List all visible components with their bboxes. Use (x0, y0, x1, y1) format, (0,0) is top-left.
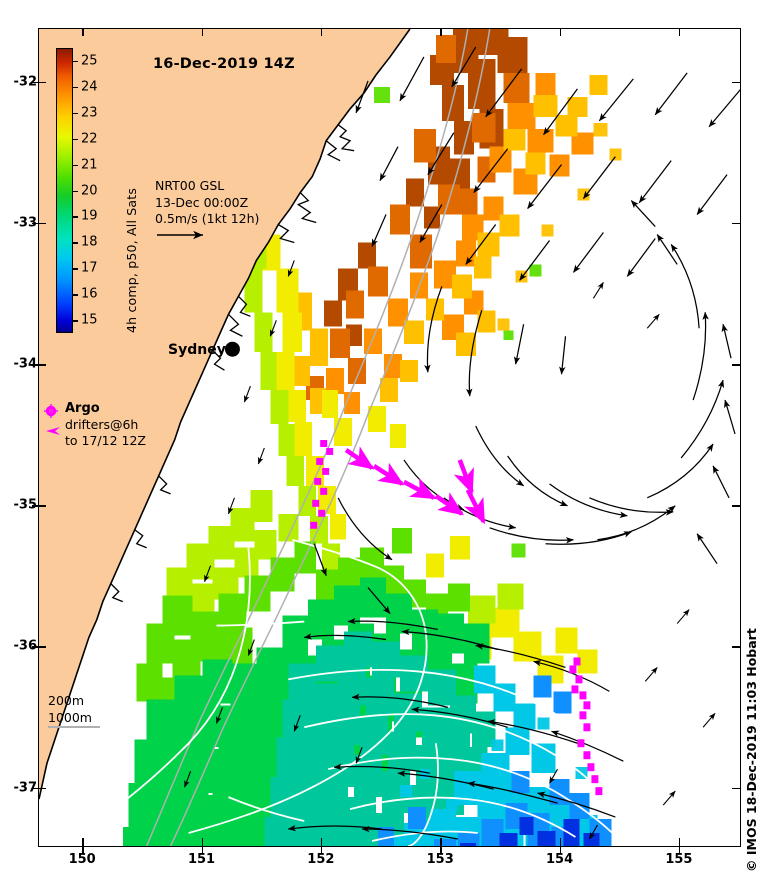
y-axis-tick-label: -35 (13, 497, 38, 513)
y-axis-tick-label: -33 (13, 215, 38, 231)
credit-label: © IMOS 18-Dec-2019 11:03 Hobart (744, 628, 759, 872)
colorbar-axis-title: 4h comp, p50, All Sats (124, 187, 139, 333)
x-axis-tick-label: 155 (665, 852, 693, 867)
x-axis-tick-label: 153 (426, 852, 454, 867)
y-axis-tick-inner-right (732, 222, 740, 225)
y-axis-tick (32, 646, 39, 648)
x-axis-tick-label: 152 (307, 852, 335, 867)
y-axis-tick-inner-right (732, 646, 740, 648)
x-axis-tick-label: 151 (187, 852, 216, 867)
argo-legend-line3: to 17/12 12Z (65, 433, 146, 448)
credit-text: © IMOS 18-Dec-2019 11:03 Hobart (744, 572, 777, 872)
colorbar-tick-label-23: 23 (81, 105, 98, 121)
x-axis-tick-inner (559, 838, 562, 846)
y-axis-tick-inner-right (732, 81, 740, 84)
y-axis-tick (32, 81, 39, 84)
colorbar-tick-label-22: 22 (81, 131, 98, 147)
drifter-arrow-icon (46, 427, 60, 435)
depth-legend-200m: 200m (48, 693, 85, 708)
colorbar-tick (73, 112, 78, 115)
y-axis-tick-label: -36 (13, 638, 38, 654)
x-axis-tick-label: 154 (546, 852, 574, 867)
colorbar-tick (73, 320, 78, 322)
x-axis-tick-inner (440, 838, 442, 846)
colorbar-tick (73, 294, 78, 296)
argo-legend: Argo drifters@6h to 17/12 12Z (65, 401, 146, 449)
sst-colorbar[interactable]: 4h comp, p50, All Sats 25 24 23 22 21 20 19 18 1… (56, 48, 156, 333)
x-axis-tick-inner-top (82, 28, 84, 36)
colorbar-tick (73, 216, 78, 218)
velocity-legend-line3: 0.5m/s (1kt 12h) (155, 211, 260, 226)
x-axis-tick-inner-top (320, 28, 323, 36)
sydney-city-label: Sydney (168, 342, 226, 358)
velocity-vectors (184, 46, 740, 840)
depth-contour-legend: 200m 1000m (48, 692, 92, 726)
argo-legend-line2: drifters@6h (65, 417, 139, 432)
velocity-legend: NRT00 GSL 13-Dec 00:00Z 0.5m/s (1kt 12h) (155, 178, 259, 246)
map-plot-area[interactable] (38, 28, 741, 847)
colorbar-tick-label-15: 15 (81, 312, 98, 328)
x-axis-tick (201, 847, 204, 854)
y-axis-tick-inner-right (732, 505, 740, 507)
x-axis-tick-inner-top (559, 28, 562, 36)
x-axis-tick (678, 847, 681, 854)
x-axis-tick-inner-top (201, 28, 204, 36)
y-axis-tick (32, 222, 39, 225)
y-axis-tick-inner (38, 646, 46, 648)
depth-legend-swatch (48, 726, 100, 728)
y-axis-tick-inner (38, 81, 46, 84)
colorbar-tick-label-21: 21 (81, 157, 98, 173)
colorbar-tick-label-24: 24 (81, 79, 98, 95)
colorbar-tick-label-25: 25 (81, 53, 98, 69)
colorbar-tick (73, 60, 78, 63)
y-axis-tick-inner-right (732, 787, 740, 790)
x-axis-tick-inner (82, 838, 84, 846)
depth-legend-1000m: 1000m (48, 710, 92, 725)
y-axis-tick (32, 787, 39, 790)
x-axis-tick-inner (201, 838, 204, 846)
colorbar-tick-label-17: 17 (81, 260, 98, 276)
x-axis-tick-label: 150 (68, 852, 96, 867)
x-axis-tick (320, 847, 323, 854)
colorbar-tick (73, 190, 78, 192)
y-axis-tick-label: -34 (13, 356, 38, 372)
y-axis-tick-inner (38, 505, 46, 507)
colorbar-tick-label-20: 20 (81, 183, 98, 198)
y-axis-tick-inner (38, 787, 46, 790)
velocity-scale-arrow-icon (157, 230, 203, 239)
argo-float-icon (44, 404, 58, 418)
colorbar-tick-label-18: 18 (81, 234, 98, 250)
argo-legend-line1: Argo (65, 401, 100, 416)
x-axis-tick (82, 847, 84, 854)
y-axis-tick-label: -32 (13, 74, 38, 90)
velocity-legend-line2: 13-Dec 00:00Z (155, 194, 249, 210)
colorbar-tick-label-19: 19 (81, 208, 98, 224)
x-axis-tick-inner-top (440, 28, 442, 36)
y-axis-tick-inner (38, 364, 46, 366)
velocity-legend-line1: NRT00 GSL (155, 178, 225, 193)
colorbar-tick-label-16: 16 (81, 286, 98, 302)
land-mass (39, 29, 411, 800)
colorbar-tick (73, 164, 78, 167)
colorbar-tick (73, 242, 78, 244)
x-axis-tick-inner (678, 838, 681, 846)
y-axis-tick (32, 364, 39, 366)
x-axis-tick (440, 847, 442, 854)
x-axis-tick (559, 847, 562, 854)
page-title: 16-Dec-2019 14Z (153, 56, 295, 72)
sydney-marker (224, 341, 240, 357)
x-axis-tick-inner (320, 838, 323, 846)
argo-drifter-tracks (310, 439, 603, 796)
y-axis-tick-inner (38, 222, 46, 225)
sst-velocity-map (39, 29, 740, 846)
colorbar-gradient (56, 48, 73, 333)
y-axis-tick-inner-right (732, 364, 740, 366)
x-axis-tick-inner-top (678, 28, 681, 36)
y-axis-tick (32, 505, 39, 507)
y-axis-tick-label: -37 (13, 780, 38, 796)
colorbar-tick (73, 138, 78, 141)
colorbar-tick (73, 86, 78, 89)
colorbar-tick (73, 268, 78, 270)
